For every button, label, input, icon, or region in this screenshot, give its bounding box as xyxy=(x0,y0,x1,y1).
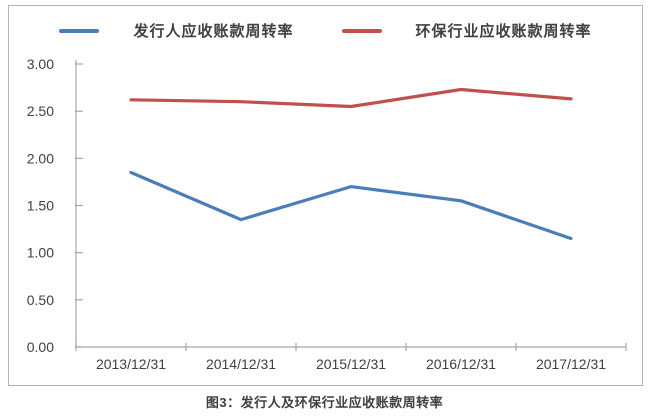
x-tick-label: 2016/12/31 xyxy=(426,356,496,372)
legend-item-0: 发行人应收账款周转率 xyxy=(59,20,293,41)
y-tick-label: 1.50 xyxy=(27,198,54,214)
y-tick-label: 2.00 xyxy=(27,150,54,166)
y-tick-label: 2.50 xyxy=(27,103,54,119)
legend-swatch-icon xyxy=(59,28,100,33)
chart-frame: 发行人应收账款周转率 环保行业应收账款周转率 0.00 0.50 1.00 1.50 2.… xyxy=(8,5,643,386)
line-plot: 0.00 0.50 1.00 1.50 2.00 2.50 3.00 2013/12/31 20… xyxy=(27,56,627,372)
y-tick-label: 3.00 xyxy=(27,56,54,72)
x-tick-label: 2014/12/31 xyxy=(206,356,276,372)
legend-label: 环保行业应收账款周转率 xyxy=(415,23,592,40)
y-tick-label: 0.50 xyxy=(27,292,54,308)
legend-label: 发行人应收账款周转率 xyxy=(133,23,294,40)
x-tick-label: 2017/12/31 xyxy=(536,356,606,372)
x-tick-label: 2015/12/31 xyxy=(316,356,386,372)
y-tick-label: 1.00 xyxy=(27,245,54,261)
x-tick-label: 2013/12/31 xyxy=(96,356,166,372)
figure-caption: 图3：发行人及环保行业应收账款周转率 xyxy=(205,395,444,410)
chart-legend: 发行人应收账款周转率 环保行业应收账款周转率 xyxy=(9,20,642,41)
series-line-0 xyxy=(129,170,573,241)
y-tick-label: 0.00 xyxy=(27,339,54,355)
legend-swatch-icon xyxy=(341,28,382,33)
series-line-1 xyxy=(129,87,573,109)
legend-item-1: 环保行业应收账款周转率 xyxy=(341,20,592,41)
